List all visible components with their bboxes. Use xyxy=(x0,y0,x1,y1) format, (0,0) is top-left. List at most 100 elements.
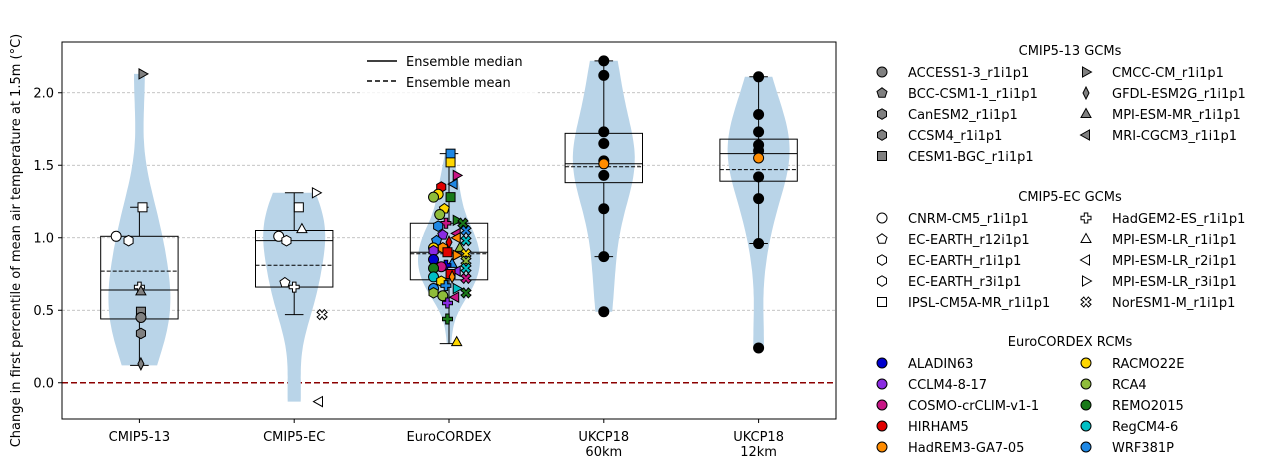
member-point xyxy=(453,241,466,252)
member-point xyxy=(288,281,300,293)
legend-label: MPI-ESM-MR_r1i1p1 xyxy=(1112,108,1241,123)
member-points xyxy=(110,55,765,408)
member-point xyxy=(598,306,610,318)
member-point xyxy=(447,178,458,190)
legend-marker xyxy=(876,399,888,411)
member-point xyxy=(460,272,472,285)
mean-legend-label: Ensemble mean xyxy=(406,76,511,91)
legend-label: EC-EARTH_r1i1p1 xyxy=(908,254,1021,269)
member-point xyxy=(460,234,472,247)
member-point xyxy=(445,148,456,159)
legend-label: NorESM1-M_r1i1p1 xyxy=(1112,296,1235,311)
member-point xyxy=(448,269,456,285)
legend-marker xyxy=(877,129,887,141)
member-point xyxy=(448,291,460,304)
member-point xyxy=(442,297,453,309)
member-point xyxy=(281,234,292,247)
x-tick-label: 60km xyxy=(585,445,622,460)
member-point xyxy=(450,231,461,244)
legend-marker xyxy=(1079,254,1090,266)
legend-marker xyxy=(877,254,887,266)
y-tick-label: 0.0 xyxy=(33,376,54,391)
member-point xyxy=(753,238,765,250)
x-tick-label: CMIP5-13 xyxy=(109,430,170,445)
legend-label: CCSM4_r1i1p1 xyxy=(908,129,1002,144)
legend-label: ACCESS1-3_r1i1p1 xyxy=(908,66,1029,81)
x-tick-label: CMIP5-EC xyxy=(263,430,325,445)
member-point xyxy=(442,313,453,325)
member-point xyxy=(450,265,461,277)
legend-marker xyxy=(876,87,888,98)
y-tick-label: 0.5 xyxy=(33,304,54,319)
legend-label: MPI-ESM-LR_r3i1p1 xyxy=(1112,275,1237,290)
legend-marker xyxy=(1082,85,1090,101)
legend-label: HadGEM2-ES_r1i1p1 xyxy=(1112,212,1245,227)
member-point xyxy=(598,69,610,81)
legend-marker xyxy=(876,441,888,453)
main-legend: Ensemble median Ensemble mean xyxy=(360,50,538,94)
member-point xyxy=(428,287,439,299)
member-point xyxy=(293,202,304,213)
member-point xyxy=(296,222,308,234)
member-point xyxy=(460,287,472,299)
legend-marker xyxy=(876,66,888,78)
legend-section-title: CMIP5-EC GCMs xyxy=(1018,190,1122,205)
member-point xyxy=(440,217,452,229)
legend-label: CCLM4-8-17 xyxy=(908,378,987,393)
legend-marker xyxy=(1080,212,1092,224)
member-point xyxy=(753,193,765,205)
member-point xyxy=(753,171,765,183)
y-tick-label: 1.0 xyxy=(33,231,54,246)
member-point xyxy=(445,192,456,203)
member-point xyxy=(434,209,446,221)
member-point xyxy=(460,262,472,274)
member-point xyxy=(452,214,464,227)
legend-marker xyxy=(1080,441,1092,453)
member-point xyxy=(123,234,134,247)
legend-marker xyxy=(876,212,888,224)
member-point xyxy=(279,276,291,288)
member-point xyxy=(273,230,285,242)
member-point xyxy=(598,169,610,181)
member-point xyxy=(598,126,610,138)
member-point xyxy=(598,251,610,263)
legend-marker xyxy=(1080,107,1092,118)
violins xyxy=(108,60,790,402)
member-point xyxy=(135,284,147,296)
x-tick-label: EuroCORDEX xyxy=(407,430,492,445)
legend-label: RegCM4-6 xyxy=(1112,420,1178,435)
legend-marker xyxy=(1079,129,1090,141)
member-point xyxy=(138,68,150,80)
legend-section-title: CMIP5-13 GCMs xyxy=(1019,44,1122,59)
legend-marker xyxy=(1080,378,1092,390)
member-point xyxy=(753,126,765,138)
member-point xyxy=(316,308,328,321)
y-axis-label: Change in first percentile of mean air t… xyxy=(9,34,24,448)
legend-marker xyxy=(1082,275,1093,287)
legend-label: REMO2015 xyxy=(1112,399,1184,414)
member-point xyxy=(312,395,323,408)
legend-marker xyxy=(877,151,887,161)
legend-label: COSMO-crCLIM-v1-1 xyxy=(908,399,1039,414)
legend-label: MRI-CGCM3_r1i1p1 xyxy=(1112,129,1237,144)
x-tick-label: 12km xyxy=(740,445,777,460)
median-legend-label: Ensemble median xyxy=(406,55,523,70)
legend-marker xyxy=(876,378,888,390)
member-point xyxy=(753,109,765,120)
member-point xyxy=(753,71,765,83)
y-tick-label: 2.0 xyxy=(33,86,54,101)
member-point xyxy=(460,224,472,237)
member-point xyxy=(598,158,610,170)
member-point xyxy=(135,312,147,323)
legend-label: MPI-ESM-LR_r2i1p1 xyxy=(1112,254,1237,269)
legend-marker xyxy=(876,420,888,432)
member-point xyxy=(311,186,323,199)
legend-marker xyxy=(877,275,887,287)
axes: 0.0 0.5 1.0 1.5 2.0 CMIP5-13 CMIP5-EC EuroCORDE… xyxy=(33,86,784,460)
legend-marker xyxy=(876,233,888,244)
legend-label: GFDL-ESM2G_r1i1p1 xyxy=(1112,87,1246,102)
legend-label: IPSL-CM5A-MR_r1i1p1 xyxy=(908,296,1050,311)
legend-label: WRF381P xyxy=(1112,441,1174,456)
x-tick-label: UKCP18 xyxy=(733,430,784,445)
